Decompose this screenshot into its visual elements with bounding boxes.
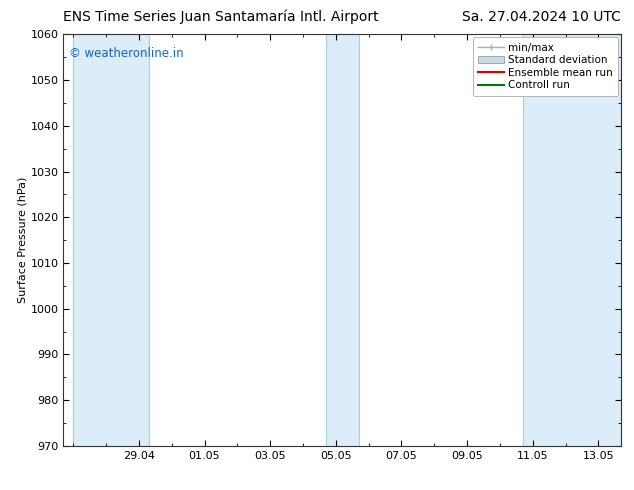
Bar bbox=[74, 34, 149, 446]
Text: ENS Time Series Juan Santamaría Intl. Airport: ENS Time Series Juan Santamaría Intl. Ai… bbox=[63, 10, 379, 24]
Bar bbox=[326, 34, 359, 446]
Legend: min/max, Standard deviation, Ensemble mean run, Controll run: min/max, Standard deviation, Ensemble me… bbox=[473, 37, 618, 96]
Y-axis label: Surface Pressure (hPa): Surface Pressure (hPa) bbox=[18, 177, 28, 303]
Bar bbox=[523, 34, 621, 446]
Title: ENS Time Series Juan Santamaría Intl. Airport      Sa. 27.04.2024 10 UTC: ENS Time Series Juan Santamaría Intl. Ai… bbox=[0, 489, 1, 490]
Text: © weatheronline.in: © weatheronline.in bbox=[69, 47, 184, 60]
Text: Sa. 27.04.2024 10 UTC: Sa. 27.04.2024 10 UTC bbox=[462, 10, 621, 24]
